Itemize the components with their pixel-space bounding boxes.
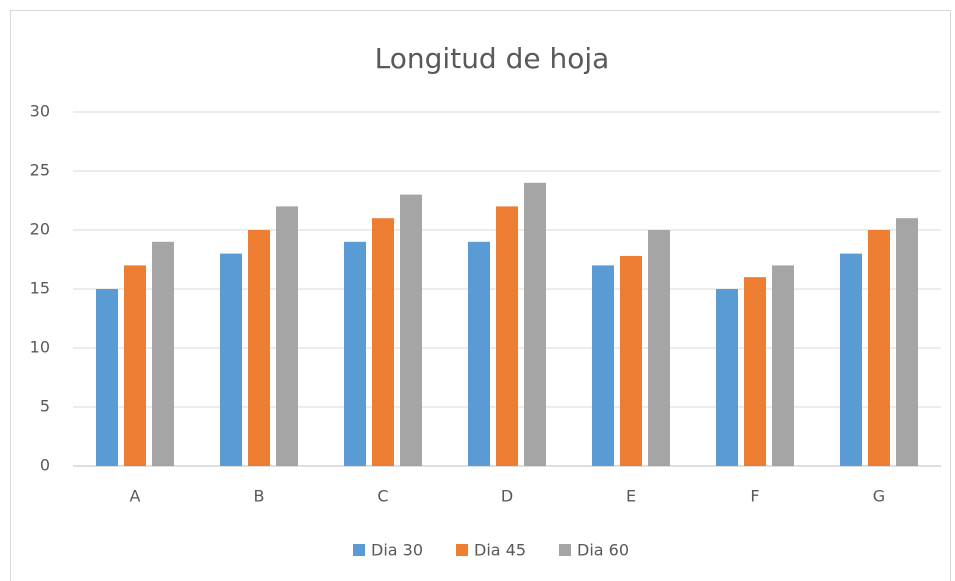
bar	[220, 253, 242, 466]
bar	[124, 265, 146, 466]
legend-label: Dia 45	[474, 541, 526, 560]
legend-label: Dia 60	[577, 541, 629, 560]
bar	[868, 230, 890, 466]
legend-swatch	[559, 544, 571, 556]
legend-swatch	[456, 544, 468, 556]
bar	[592, 265, 614, 466]
x-tick-label: C	[377, 487, 388, 506]
bar	[744, 277, 766, 466]
bar	[524, 182, 546, 467]
y-tick-label: 25	[30, 161, 50, 180]
bar	[468, 241, 490, 466]
chart-title: Longitud de hoja	[375, 42, 610, 75]
x-tick-label: B	[254, 487, 265, 506]
bar	[276, 206, 298, 466]
bar	[344, 241, 366, 466]
bar	[96, 289, 118, 466]
legend-label: Dia 30	[371, 541, 423, 560]
bar	[896, 218, 918, 466]
legend-swatch	[353, 544, 365, 556]
x-tick-label: A	[130, 487, 141, 506]
y-tick-label: 15	[30, 279, 50, 298]
x-tick-label: D	[501, 487, 513, 506]
bar	[372, 218, 394, 466]
bar	[772, 265, 794, 466]
x-tick-label: F	[750, 487, 759, 506]
bar	[840, 253, 862, 466]
bar	[496, 206, 518, 466]
bar	[248, 230, 270, 466]
x-tick-label: E	[626, 487, 636, 506]
y-tick-label: 30	[30, 102, 50, 121]
x-tick-label: G	[873, 487, 885, 506]
bar	[620, 255, 642, 466]
bar	[716, 289, 738, 466]
y-tick-label: 10	[30, 338, 50, 357]
y-tick-label: 20	[30, 220, 50, 239]
y-tick-label: 0	[40, 456, 50, 475]
bar	[648, 230, 670, 466]
y-tick-label: 5	[40, 397, 50, 416]
bar	[400, 194, 422, 466]
bar	[152, 241, 174, 466]
